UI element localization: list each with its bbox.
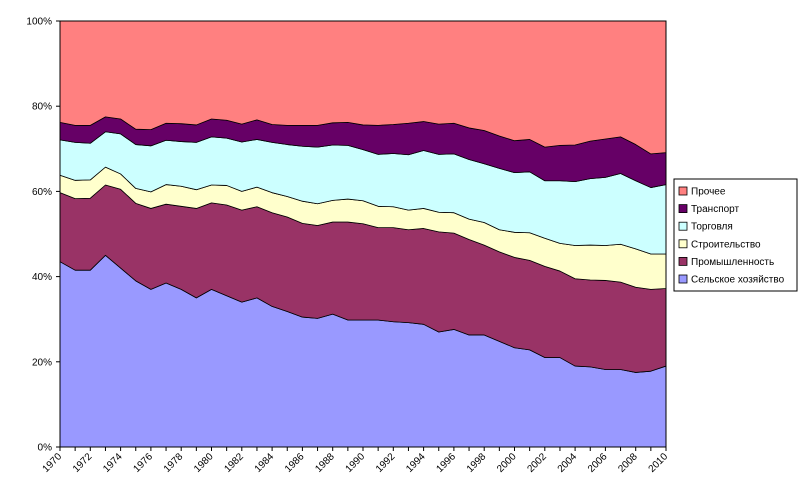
legend-swatch [678, 256, 688, 266]
legend-item: Строительство [678, 239, 761, 250]
y-tick-label: 0% [38, 443, 53, 454]
legend-label: Строительство [691, 239, 761, 250]
legend-label: Прочее [691, 187, 726, 198]
y-tick-label: 60% [32, 187, 52, 198]
legend-item: Транспорт [678, 204, 740, 215]
legend-swatch [678, 239, 688, 249]
legend-item: Торговля [678, 221, 733, 233]
y-tick-label: 80% [32, 102, 52, 113]
legend-box [673, 178, 798, 292]
legend-label: Транспорт [691, 204, 740, 215]
legend-item: Промышленность [678, 256, 774, 268]
legend-swatch [678, 186, 688, 196]
y-tick-label: 100% [26, 17, 52, 28]
legend-item: Сельское хозяйство [678, 274, 785, 286]
legend-label: Промышленность [691, 257, 774, 268]
legend-label: Торговля [691, 222, 733, 233]
legend-swatch [678, 204, 688, 214]
legend-item: Прочее [678, 186, 726, 198]
y-tick-label: 40% [32, 272, 52, 283]
area-layers [59, 20, 667, 448]
y-tick-label: 20% [32, 357, 52, 368]
legend-label: Сельское хозяйство [691, 275, 785, 286]
y-axis: 0% 20% 40% 60% 80% 100% [26, 17, 61, 454]
legend-swatch [678, 274, 688, 284]
legend-swatch [678, 221, 688, 231]
legend: Прочее Транспорт Торговля Строительство Пром… [673, 178, 798, 292]
